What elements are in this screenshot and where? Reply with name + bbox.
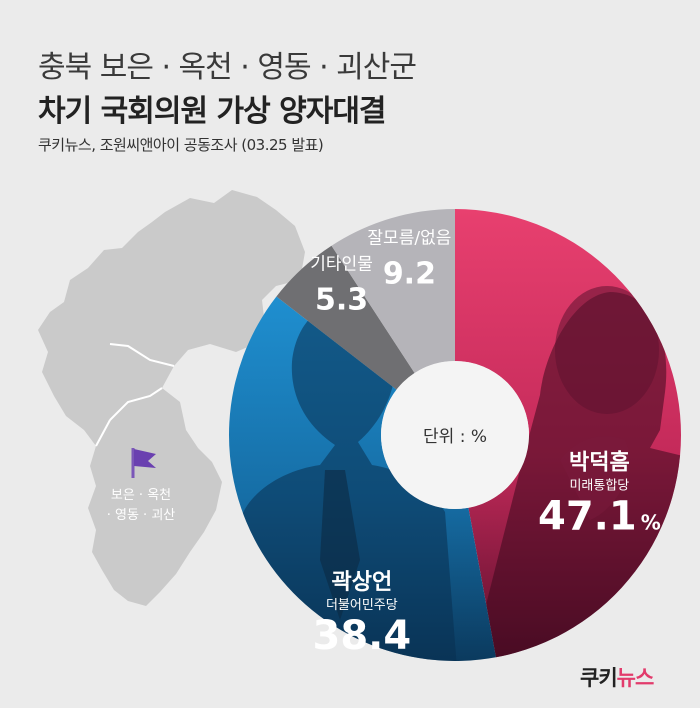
title-line-1: 충북 보은 · 옥천 · 영동 · 괴산군 [38, 50, 417, 85]
region-label-line2: · 영동 · 괴산 [106, 508, 176, 523]
map-region [38, 190, 305, 606]
slice-value-2: 38.4 [313, 613, 412, 659]
slice-label-name-4: 잘모름/없음 [367, 229, 451, 249]
logo-part-2: 뉴스 [616, 666, 655, 690]
slice-label-name-2: 곽상언 [331, 570, 392, 595]
slice-value-3: 5.3 [315, 282, 368, 317]
slice-label-party-1: 미래통합당 [569, 478, 629, 493]
pie-slice-3 [276, 245, 415, 390]
slice-value-suffix-1: % [641, 510, 661, 534]
logo-part-1: 쿠키 [580, 666, 618, 690]
title-line-2: 차기 국회의원 가상 양자대결 [38, 94, 387, 129]
slice-label-name-3: 기타인물 [310, 254, 373, 274]
flag-icon [131, 448, 156, 478]
kukinews-logo: 쿠키뉴스 [580, 662, 655, 692]
pie-center [381, 361, 529, 509]
region-label-line1: 보은 · 옥천 [110, 488, 172, 503]
slice-label-name-1: 박덕흠 [569, 450, 630, 475]
region-label: 보은 · 옥천 · 영동 · 괴산 [88, 486, 194, 526]
map-inner-boundary [95, 343, 175, 447]
slice-label-party-2: 더불어민주당 [326, 598, 398, 613]
pie-slice-4 [331, 209, 455, 374]
source-note: 쿠키뉴스, 조원씨앤아이 공동조사 (03.25 발표) [38, 136, 324, 154]
slice-value-4: 9.2 [383, 257, 436, 292]
unit-label: 단위 : % [423, 427, 487, 447]
